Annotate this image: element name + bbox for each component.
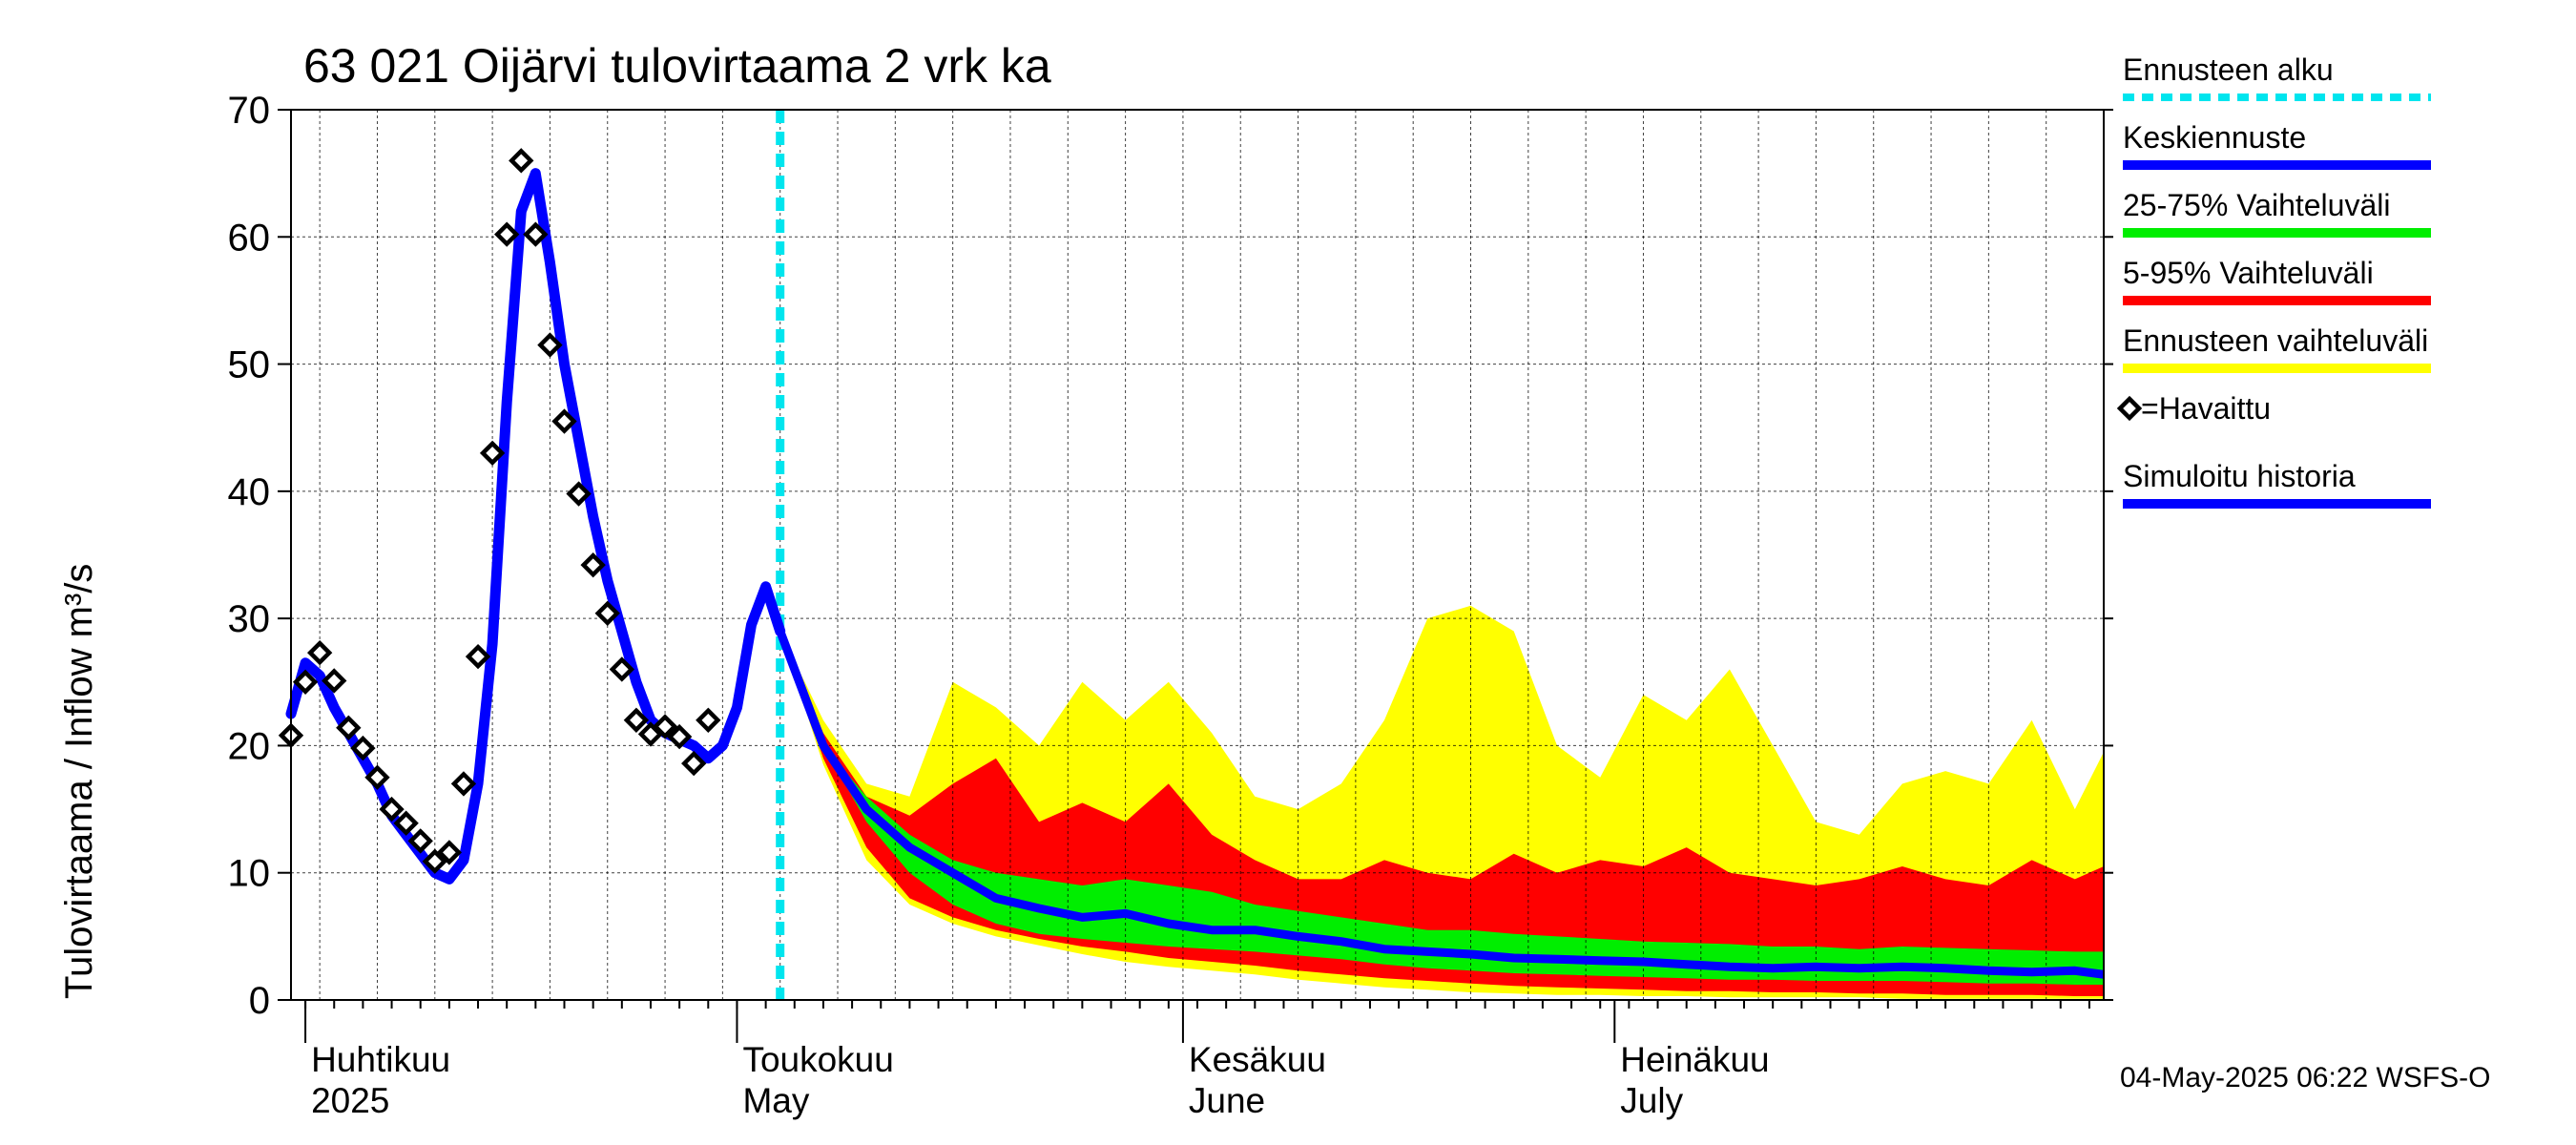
observed-marker: [523, 221, 549, 247]
observed-marker: [594, 600, 620, 626]
forecast-bands: [779, 605, 2105, 999]
observed-marker: [465, 643, 491, 670]
observed-marker: [623, 707, 650, 733]
chart-title: 63 021 Oijärvi tulovirtaama 2 vrk ka: [303, 39, 1051, 93]
y-tick-label: 50: [228, 344, 271, 386]
legend-label: Ennusteen vaihteluväli: [2123, 323, 2428, 358]
observed-marker: [379, 796, 405, 822]
legend-label: Ennusteen alku: [2123, 52, 2334, 87]
month-label-fi: Toukokuu: [742, 1040, 893, 1079]
month-label-fi: Heinäkuu: [1620, 1040, 1769, 1079]
observed-marker: [393, 810, 419, 836]
observed-marker: [652, 714, 678, 739]
y-tick-label: 40: [228, 471, 271, 513]
observed-marker: [509, 148, 534, 174]
observed-marker: [537, 332, 563, 358]
month-label-en: July: [1620, 1081, 1683, 1120]
month-label-fi: Kesäkuu: [1189, 1040, 1326, 1079]
band-25-75: [779, 631, 2105, 985]
legend: Ennusteen alku Keskiennuste 25-75% Vaihtel…: [2116, 52, 2431, 509]
observed-marker: [494, 221, 520, 247]
observed-markers: [278, 148, 721, 874]
legend-label: 25-75% Vaihteluväli: [2123, 188, 2390, 222]
median-forecast-line: [776, 629, 2105, 979]
y-tick-label: 20: [228, 725, 271, 767]
legend-label: Simuloitu historia: [2123, 459, 2356, 493]
legend-label: 5-95% Vaihteluväli: [2123, 256, 2374, 290]
grid-lines: [291, 110, 2104, 1000]
observed-marker: [292, 669, 319, 695]
observed-marker: [450, 771, 477, 797]
month-label-en: June: [1189, 1081, 1265, 1120]
legend-label: Keskiennuste: [2123, 120, 2306, 155]
month-label-en: May: [742, 1081, 809, 1120]
month-label-fi: Huhtikuu: [311, 1040, 450, 1079]
observed-marker: [551, 408, 577, 434]
y-tick-label: 0: [249, 980, 270, 1022]
observed-marker: [336, 715, 362, 740]
legend-label: =Havaittu: [2141, 391, 2271, 426]
observed-marker: [422, 848, 447, 874]
observed-marker: [681, 750, 707, 777]
observed-marker: [696, 707, 721, 733]
timestamp: 04-May-2025 06:22 WSFS-O: [2120, 1062, 2491, 1093]
observed-marker: [436, 840, 463, 865]
legend-marker-observed: [2116, 395, 2143, 422]
observed-marker: [322, 668, 347, 694]
observed-marker: [566, 481, 592, 507]
y-tick-label: 30: [228, 598, 271, 640]
observed-marker: [350, 735, 376, 761]
observed-marker: [666, 723, 693, 750]
y-tick-label: 10: [228, 853, 271, 895]
observed-marker: [407, 828, 433, 854]
observed-marker: [306, 639, 333, 666]
observed-marker: [364, 764, 390, 790]
observed-marker: [580, 552, 606, 578]
y-tick-label: 60: [228, 217, 271, 259]
y-tick-label: 70: [228, 90, 271, 132]
month-label-en: 2025: [311, 1081, 389, 1120]
simulated-history-line: [285, 168, 786, 885]
y-axis-label: Tulovirtaama / Inflow m³/s: [58, 564, 100, 999]
observed-marker: [609, 656, 635, 682]
observed-marker: [479, 440, 506, 467]
